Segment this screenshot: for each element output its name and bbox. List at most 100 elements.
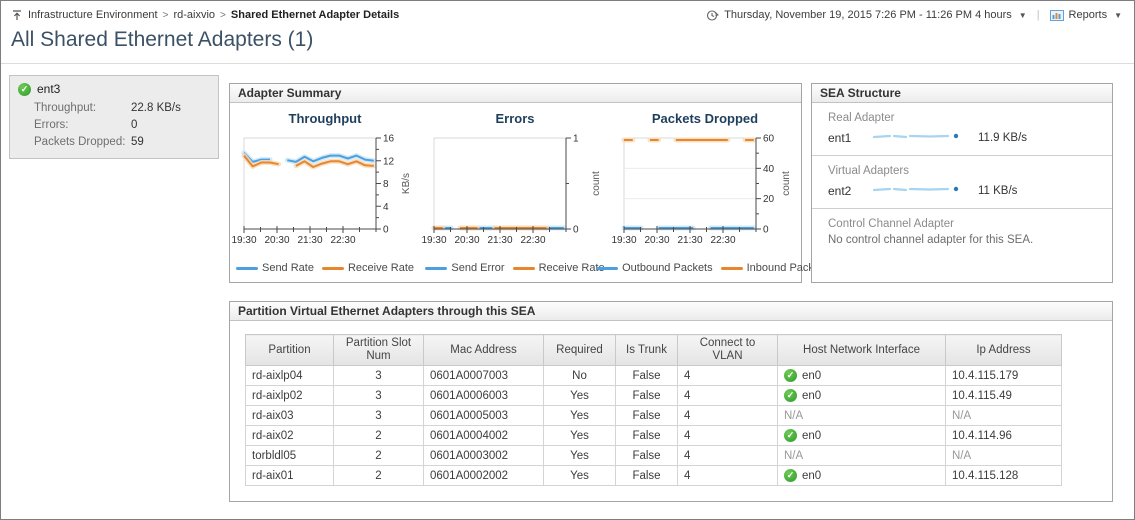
table-cell: No: [543, 365, 616, 386]
legend-label: Inbound Pack: [746, 262, 814, 274]
table-cell: 0601A0002002: [423, 465, 544, 486]
chart-packets-dropped[interactable]: Packets Dropped 0 20 40 60 19:30 20:30 21:30 22…: [596, 105, 814, 274]
column-header[interactable]: Required: [543, 334, 616, 366]
breadcrumb-item-current: Shared Ethernet Adapter Details: [230, 9, 400, 21]
legend-swatch-line: [512, 266, 535, 270]
svg-text:16: 16: [383, 134, 395, 145]
legend-item: Outbound Packets: [596, 262, 713, 274]
table-cell: N/A: [945, 405, 1062, 426]
table-row[interactable]: rd-aix02 2 0601A0004002 Yes False 4 ✓ en0 10.4.1…: [245, 425, 1062, 446]
svg-text:0: 0: [383, 225, 389, 236]
table-cell: 4: [677, 445, 778, 466]
column-header[interactable]: Ip Address: [945, 334, 1062, 366]
top-bar: Infrastructure Environment > rd-aixvio >…: [11, 6, 1122, 24]
sea-section-real-adapter: Real Adapter ent1 11.9 KB/s: [812, 103, 1112, 156]
chart-throughput[interactable]: Throughput 0 4 8 12 16 19:30 20:30 21:30 22:30 KB…: [230, 105, 420, 274]
svg-text:0: 0: [763, 225, 769, 236]
svg-text:22:30: 22:30: [330, 235, 355, 246]
reports-menu[interactable]: Reports ▼: [1049, 9, 1122, 22]
table-row[interactable]: rd-aix03 3 0601A0005003 Yes False 4 N/A N/A: [245, 405, 1062, 426]
legend-label: Outbound Packets: [622, 262, 713, 274]
partition-adapters-table: Partition Partition Slot Num Mac Address Re…: [245, 334, 1062, 486]
reports-icon: [1049, 9, 1064, 21]
legend-item: Receive Rate: [321, 262, 414, 274]
table-cell: 4: [677, 385, 778, 406]
svg-text:1: 1: [573, 134, 579, 145]
status-ok-icon: ✓: [784, 369, 797, 382]
breadcrumb-separator: >: [162, 9, 169, 21]
table-cell: N/A: [777, 445, 946, 466]
panel-title: Partition Virtual Ethernet Adapters thro…: [230, 302, 1112, 321]
column-header[interactable]: Host Network Interface: [777, 334, 946, 366]
breadcrumb-item-infrastructure-environment[interactable]: Infrastructure Environment: [28, 9, 158, 21]
table-cell: 0601A0004002: [423, 425, 544, 446]
svg-text:20:30: 20:30: [264, 235, 289, 246]
table-cell: 3: [333, 405, 424, 426]
svg-text:21:30: 21:30: [677, 235, 702, 246]
table-cell: ✓ en0: [777, 425, 946, 446]
adapter-link-ent2[interactable]: ent2: [828, 183, 852, 198]
chart-errors[interactable]: Errors 0 1 19:30 20:30 21:30 22:30 count Send …: [420, 105, 610, 274]
svg-text:KB/s: KB/s: [401, 173, 412, 194]
column-header[interactable]: Partition: [245, 334, 334, 366]
host-interface-name: en0: [802, 389, 822, 402]
table-cell: 10.4.115.49: [945, 385, 1062, 406]
host-interface-name: en0: [802, 469, 822, 482]
table-cell: False: [615, 465, 678, 486]
control-channel-note: No control channel adapter for this SEA.: [828, 234, 1034, 246]
svg-text:20:30: 20:30: [644, 235, 669, 246]
chart-title: Throughput: [288, 111, 362, 126]
table-cell: 2: [333, 425, 424, 446]
adapter-link-ent1[interactable]: ent1: [828, 130, 852, 145]
table-row[interactable]: rd-aixlp04 3 0601A0007003 No False 4 ✓ en0 10.4.…: [245, 365, 1062, 386]
table-cell: ✓ en0: [777, 365, 946, 386]
table-cell: 0601A0003002: [423, 445, 544, 466]
table-cell: Yes: [543, 465, 616, 486]
table-cell: 4: [677, 425, 778, 446]
breadcrumb-item-rd-aixvio[interactable]: rd-aixvio: [173, 9, 216, 21]
legend-swatch-line: [596, 266, 619, 270]
section-heading: Control Channel Adapter: [828, 218, 954, 230]
svg-text:8: 8: [383, 179, 389, 190]
table-cell: rd-aixlp02: [245, 385, 334, 406]
section-heading: Real Adapter: [828, 112, 895, 124]
host-interface-name: en0: [802, 369, 822, 382]
table-cell: 10.4.115.179: [945, 365, 1062, 386]
reports-label: Reports: [1068, 9, 1108, 21]
legend-item: Receive Rate: [512, 262, 605, 274]
table-row[interactable]: rd-aix01 2 0601A0002002 Yes False 4 ✓ en0 10.4.1…: [245, 465, 1062, 486]
title-divider: [1, 63, 1134, 64]
svg-text:21:30: 21:30: [297, 235, 322, 246]
table-cell: rd-aixlp04: [245, 365, 334, 386]
time-range-icon: [707, 9, 720, 21]
table-cell: 3: [333, 365, 424, 386]
metric-label: Throughput:: [34, 102, 97, 114]
time-range-selector[interactable]: Thursday, November 19, 2015 7:26 PM - 11…: [706, 9, 1027, 22]
table-row[interactable]: torbldl05 2 0601A0003002 Yes False 4 N/A N/A: [245, 445, 1062, 466]
adapter-rate: 11 KB/s: [978, 184, 1018, 197]
legend-label: Send Error: [451, 262, 505, 274]
toolbar: Thursday, November 19, 2015 7:26 PM - 11…: [706, 9, 1122, 22]
table-cell: 4: [677, 465, 778, 486]
chart-canvas: 0 4 8 12 16 19:30 20:30 21:30 22:30 KB/s: [230, 128, 420, 261]
status-ok-icon: ✓: [18, 82, 31, 96]
column-header[interactable]: Partition Slot Num: [333, 334, 424, 366]
table-row[interactable]: rd-aixlp02 3 0601A0006003 Yes False 4 ✓ en0 10.4…: [245, 385, 1062, 406]
breadcrumb-separator: >: [220, 9, 226, 21]
adapter-summary-tile-ent3[interactable]: ✓ ent3 Throughput: 22.8 KB/s Errors: 0 P…: [9, 75, 219, 159]
table-cell: 10.4.114.96: [945, 425, 1062, 446]
sea-structure-panel: SEA Structure Real Adapter ent1 11.9 KB/…: [811, 83, 1113, 283]
metric-value: 0: [131, 119, 138, 131]
column-header[interactable]: Is Trunk: [615, 334, 678, 366]
table-cell: Yes: [543, 385, 616, 406]
column-header[interactable]: Connect to VLAN: [677, 334, 778, 366]
status-ok-icon: ✓: [784, 469, 797, 482]
table-cell: Yes: [543, 425, 616, 446]
column-header[interactable]: Mac Address: [423, 334, 544, 366]
table-cell: torbldl05: [245, 445, 334, 466]
adapter-summary-panel: Adapter Summary Throughput 0 4 8 12 16 19:30 2…: [229, 83, 814, 283]
table-cell: 0601A0006003: [423, 385, 544, 406]
table-cell: False: [615, 405, 678, 426]
metric-throughput: Throughput: 22.8 KB/s: [34, 100, 210, 117]
